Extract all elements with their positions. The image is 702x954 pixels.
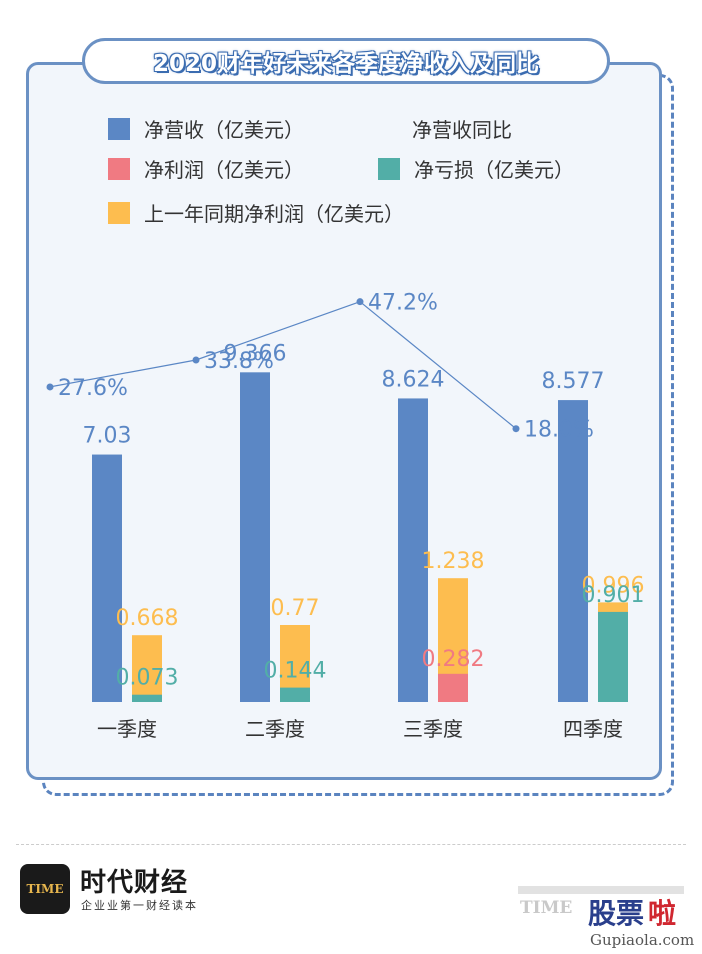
prev-net-income-label-4: 0.996 (582, 573, 645, 598)
legend-swatch-revenue (108, 117, 130, 140)
net-loss-bar-2 (280, 687, 310, 702)
revenue-bar-1 (92, 454, 122, 702)
prev-net-income-bar-1 (132, 635, 162, 702)
title-banner: 2020财年好未来各季度净收入及同比 (82, 38, 610, 84)
net-loss-bar-1 (132, 694, 162, 702)
yoy-line (49, 301, 517, 430)
brand-name: 时代财经 (80, 868, 189, 898)
legend-revenue: 净营收（亿美元） (108, 114, 304, 143)
revenue-bar-3 (398, 398, 428, 702)
revenue-bar-4 (558, 400, 588, 702)
revenue-label-1: 7.03 (83, 424, 132, 449)
net-loss-label-2: 0.144 (264, 659, 327, 684)
prev-net-income-label-2: 0.77 (271, 596, 320, 621)
legend-swatch-net-loss (378, 157, 400, 180)
net-income-bar-3 (438, 673, 468, 702)
legend-label-revenue-yoy: 净营收同比 (412, 118, 512, 142)
yoy-point-1 (46, 383, 54, 391)
brand-slogan: 企业业第一财经读本 (81, 899, 198, 912)
revenue-label-3: 8.624 (382, 367, 445, 392)
legend-label-revenue: 净营收（亿美元） (144, 118, 304, 142)
watermark-logo-accent: 啦 (648, 897, 677, 930)
legend-label-net-loss: 净亏损（亿美元） (414, 158, 574, 182)
legend-label-prev-net-income: 上一年同期净利润（亿美元） (144, 202, 404, 226)
legend-net-income: 净利润（亿美元） (108, 154, 304, 183)
chart-title: 2020财年好未来各季度净收入及同比 (152, 51, 539, 78)
revenue-label-4: 8.577 (542, 369, 605, 394)
watermark-url: Gupiaola.com (590, 931, 695, 949)
yoy-point-4 (512, 425, 520, 433)
revenue-bar-2 (240, 372, 270, 702)
yoy-label-3: 47.2% (368, 291, 438, 316)
category-label-1: 一季度 (97, 717, 157, 741)
category-label-2: 二季度 (245, 717, 305, 741)
brand-logo-text: TIME (26, 882, 64, 896)
legend-label-net-income: 净利润（亿美元） (144, 158, 304, 182)
brand-logo: TIME (20, 864, 70, 914)
revenue-label-2: 9.366 (224, 341, 287, 366)
legend-swatch-net-income (108, 157, 130, 180)
yoy-label-4: 18.0% (524, 418, 594, 443)
yoy-point-2 (192, 356, 200, 364)
watermark-logo-text: 股票 (588, 897, 645, 930)
net-loss-label-1: 0.073 (116, 666, 179, 691)
watermark-time: TIME (520, 898, 573, 918)
legend-net-loss: 净亏损（亿美元） (378, 154, 574, 183)
net-income-label-3: 0.282 (422, 647, 485, 672)
category-label-3: 三季度 (403, 717, 463, 741)
legend-prev-net-income: 上一年同期净利润（亿美元） (108, 198, 404, 227)
net-loss-bar-4 (598, 611, 628, 702)
category-label-4: 四季度 (563, 717, 623, 741)
prev-net-income-label-3: 1.238 (422, 549, 485, 574)
yoy-label-2: 33.8% (204, 349, 274, 374)
yoy-point-3 (356, 298, 364, 306)
net-loss-label-4: 0.901 (582, 583, 645, 608)
watermark-bar (518, 886, 684, 894)
legend-revenue-yoy: 净营收同比 (412, 114, 512, 143)
footer-divider (16, 844, 686, 845)
prev-net-income-label-1: 0.668 (116, 606, 179, 631)
yoy-label-1: 27.6% (58, 376, 128, 401)
legend-swatch-prev-net-income (108, 201, 130, 224)
